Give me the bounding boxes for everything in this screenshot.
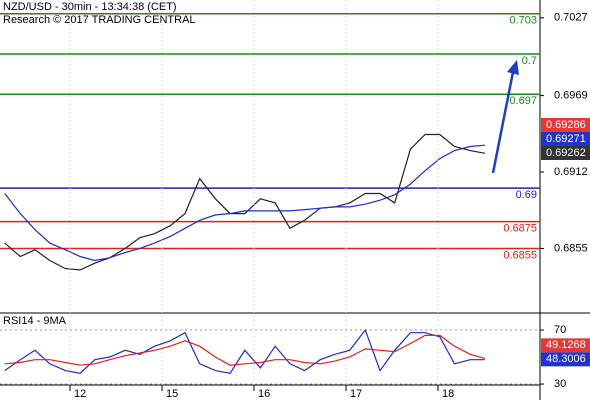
- price-tag: [541, 338, 590, 353]
- price-tag: [541, 117, 590, 132]
- x-tick-label: 12: [74, 388, 86, 400]
- price-tag-label: 0.69262: [546, 147, 586, 159]
- y-tick-label: 0.6912: [554, 166, 588, 178]
- price-tag: [541, 352, 590, 367]
- x-tick-label: 18: [442, 388, 454, 400]
- projection-arrow: [491, 71, 515, 174]
- level-label: 0.6855: [503, 249, 537, 261]
- price-tag-label: 0.69286: [546, 119, 586, 131]
- level-label: 0.697: [509, 95, 537, 107]
- chart-subtitle: Research © 2017 TRADING CENTRAL: [3, 14, 196, 26]
- x-tick-label: 17: [350, 388, 362, 400]
- y-tick-label: 0.6969: [554, 90, 588, 102]
- x-tick-label: 16: [258, 388, 270, 400]
- y-tick-label: 70: [554, 324, 566, 336]
- y-tick-label: 0.7027: [554, 12, 588, 24]
- chart-title: NZD/USD - 30min - 13:34:38 (CET): [3, 1, 177, 13]
- price-tag-label: 49.1268: [546, 339, 586, 351]
- price-tag: [541, 131, 590, 146]
- level-label: 0.7: [522, 55, 537, 67]
- level-label: 0.6875: [503, 223, 537, 235]
- x-tick-label: 15: [166, 388, 178, 400]
- level-label: 0.703: [509, 15, 537, 27]
- price-tag-label: 48.3006: [546, 353, 586, 365]
- price-tag-label: 0.69271: [546, 133, 586, 145]
- price-tag: [541, 145, 590, 160]
- rsi-title: RSI14 - 9MA: [3, 315, 67, 327]
- projection-arrowhead: [507, 60, 519, 75]
- y-tick-label: 0.6855: [554, 242, 588, 254]
- y-tick-label: 30: [554, 378, 566, 390]
- series-line: [4, 328, 485, 374]
- series-line: [4, 133, 486, 271]
- series-line: [4, 144, 485, 262]
- level-label: 0.69: [516, 189, 537, 201]
- series-line: [4, 334, 486, 366]
